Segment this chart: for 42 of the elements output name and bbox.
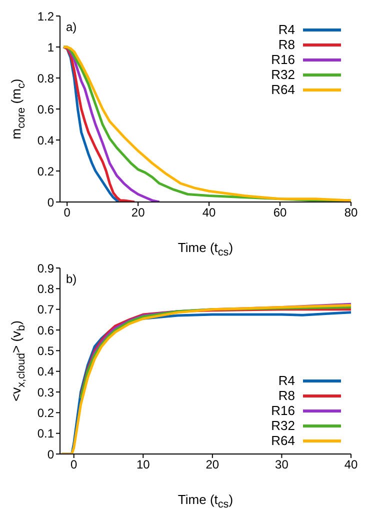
legend-label: R32 [271, 67, 295, 82]
x-tick-label: 10 [136, 458, 150, 472]
line-series [62, 46, 136, 202]
y-tick-label: 0.8 [37, 282, 54, 296]
x-tick-label: 20 [131, 206, 146, 220]
legend-label: R8 [278, 388, 295, 403]
y-tick-label: 1.2 [37, 9, 54, 24]
y-tick-label: 0.2 [37, 406, 54, 420]
legend-label: R64 [271, 82, 295, 97]
y-tick-label: 0.5 [37, 344, 54, 358]
x-axis-title: Time (t$_{cs}$) [176, 240, 234, 259]
y-tick-label: 0.2 [37, 164, 54, 178]
x-tick-label: 60 [273, 206, 288, 220]
x-tick-label: 40 [202, 206, 216, 220]
y-tick-label: 0.4 [37, 364, 54, 379]
legend-label: R4 [278, 22, 295, 37]
legend-label: R8 [278, 37, 295, 52]
y-tick-label: 0.1 [37, 426, 54, 441]
y-tick-label: 0.4 [37, 133, 54, 148]
y-tick-label: 0 [47, 447, 54, 462]
x-axis-title: Time (t$_{cs}$) [176, 492, 234, 511]
y-tick-label: 0.7 [37, 302, 54, 317]
annotation: b) [66, 272, 77, 286]
y-tick-label: 0.8 [37, 71, 54, 86]
annotation: a) [66, 20, 77, 34]
y-tick-label: 0 [47, 195, 54, 210]
y-tick-label: 0.9 [37, 261, 54, 276]
legend-label: R64 [271, 433, 295, 448]
x-tick-label: 0 [64, 206, 71, 220]
legend-label: R4 [278, 373, 295, 388]
x-tick-label: 40 [344, 458, 358, 472]
y-tick-label: 0.3 [37, 385, 54, 400]
y-tick-label: 0.6 [37, 102, 54, 116]
legend-label: R32 [271, 418, 295, 433]
x-tick-label: 30 [275, 458, 289, 472]
legend-label: R16 [271, 52, 295, 67]
x-tick-label: 0 [70, 458, 78, 472]
x-tick-label: 80 [344, 206, 358, 220]
legend-label: R16 [271, 403, 295, 418]
y-tick-label: 0.6 [37, 323, 54, 338]
x-tick-label: 20 [206, 458, 220, 472]
y-tick-label: 1 [47, 40, 54, 54]
